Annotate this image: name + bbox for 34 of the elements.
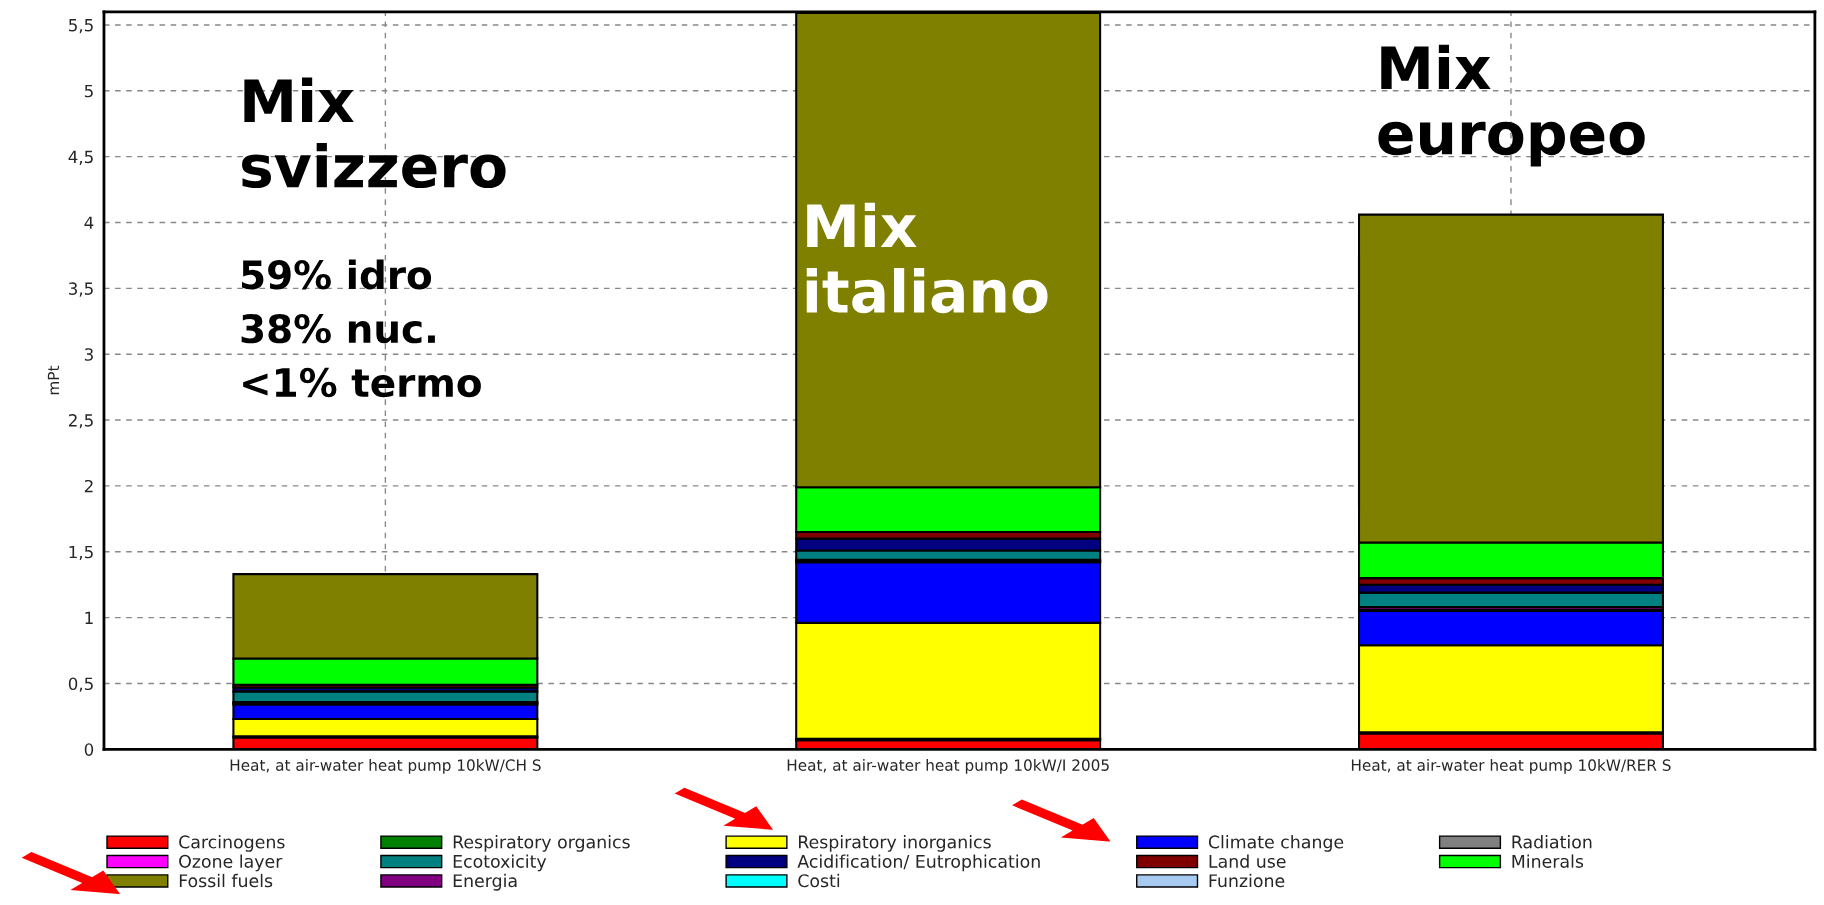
y-axis-title: mPt [47, 365, 60, 395]
annotation: 59% idro 38% nuc. <1% termo [241, 259, 481, 398]
x-tick-label: Heat, at air-water heat pump 10kW/RER S [1351, 759, 1671, 774]
y-tick-label: 5,5 [69, 19, 93, 34]
y-tick-label: 1 [85, 611, 93, 624]
legend-label: Ozone layer [179, 854, 283, 872]
legend-label: Acidification/ Eutrophication [797, 854, 1040, 872]
legend-label: Fossil fuels [179, 873, 273, 888]
x-tick-label: Heat, at air-water heat pump 10kW/CH S [230, 759, 541, 774]
legend-label: Carcinogens [179, 835, 285, 852]
legend-label: Minerals [1512, 854, 1584, 868]
y-tick-label: 3 [84, 348, 93, 361]
y-tick-label: 3,5 [69, 282, 93, 297]
legend-label: Respiratory inorganics [798, 835, 991, 852]
legend-label: Ecotoxicity [453, 854, 547, 872]
legend-label: Climate change [1208, 835, 1344, 852]
annotation: Mix italiano [806, 202, 1048, 314]
y-tick-label: 4 [84, 216, 94, 229]
annotation: Mix europeo [1378, 44, 1645, 167]
y-tick-label: 1,5 [69, 545, 93, 561]
legend-label: Energia [453, 873, 517, 891]
y-tick-label: 2 [84, 479, 93, 493]
y-tick-label: 4,5 [68, 150, 93, 165]
legend-label: Respiratory organics [453, 835, 630, 852]
legend-label: Funzione [1209, 873, 1285, 888]
legend-label: Costi [798, 873, 840, 888]
legend-label: Radiation [1512, 835, 1592, 849]
x-tick-label: Heat, at air-water heat pump 10kW/I 2005 [787, 759, 1109, 774]
annotation: Mix svizzero [242, 77, 506, 189]
y-tick-label: 2,5 [68, 414, 93, 429]
legend-label: Land use [1209, 854, 1286, 868]
y-tick-label: 0,5 [68, 677, 93, 692]
y-tick-label: 0 [84, 743, 94, 756]
y-tick-label: 5 [84, 84, 93, 98]
